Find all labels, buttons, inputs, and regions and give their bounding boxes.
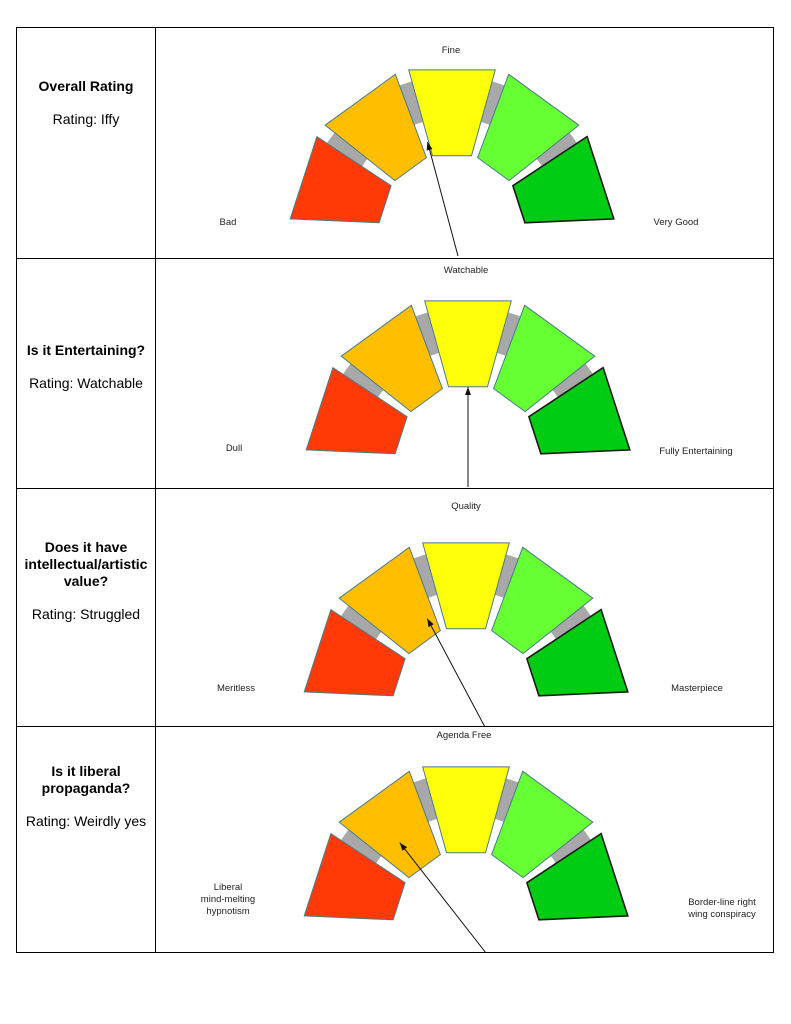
gauge-needle-arrowhead: [399, 842, 408, 851]
segment-light-green: [476, 73, 580, 182]
gauge-left-label: Dull: [226, 443, 242, 454]
segment-yellow: [424, 300, 512, 388]
segment-orange: [338, 546, 442, 655]
gauge-left-label-line: mind-melting: [201, 894, 255, 905]
gauge-right-label: Border-line right wing conspiracy: [687, 897, 756, 920]
gauge-chart: Fine Bad Very Good: [220, 45, 699, 257]
gauge-left-label-line: Bad: [220, 217, 237, 228]
gauge-needle: [427, 141, 459, 257]
segment-yellow: [422, 766, 510, 854]
gauge-chart: Agenda Free Liberal mind-melting hypnotism…: [201, 730, 756, 953]
question-cell: Does it have intellectual/artistic value…: [17, 489, 156, 726]
segment-orange: [324, 73, 428, 182]
segment-orange: [338, 770, 442, 879]
segment-yellow: [408, 69, 496, 157]
gauge-top-label: Watchable: [444, 265, 489, 276]
question-cell: Overall Rating Rating: Iffy: [17, 28, 156, 258]
gauge-left-label-line: Meritless: [217, 683, 255, 694]
gauge-needle-arrowhead: [465, 387, 471, 395]
question-cell: Is it liberal propaganda? Rating: Weirdl…: [17, 727, 156, 952]
segment-light-green: [492, 304, 596, 413]
gauge-cell: Watchable Dull Fully Entertaining: [156, 259, 773, 488]
rating-text: Rating: Iffy: [52, 111, 120, 127]
segment-yellow: [422, 542, 510, 630]
gauge-chart: Quality Meritless Masterpiece: [217, 501, 723, 727]
table-row: Is it Entertaining? Rating: Watchable Wa…: [17, 258, 773, 488]
gauge-top-label: Agenda Free: [437, 730, 492, 741]
gauge-top-label: Quality: [451, 501, 481, 512]
gauge-left-label-line: Dull: [226, 443, 242, 454]
segment-green: [511, 135, 615, 224]
gauge-right-label-line: Very Good: [654, 217, 699, 228]
segment-red: [303, 608, 406, 697]
gauge: [303, 542, 629, 727]
table-row: Is it liberal propaganda? Rating: Weirdl…: [17, 726, 773, 953]
gauge-right-label: Fully Entertaining: [659, 446, 732, 457]
gauge-top-label: Fine: [442, 45, 460, 56]
gauge: [289, 69, 615, 257]
gauge-right-label-line: Border-line right: [688, 897, 756, 908]
gauge-cell: Fine Bad Very Good: [156, 28, 773, 258]
gauge-needle-arrowhead: [427, 618, 434, 628]
rating-table: Overall Rating Rating: Iffy Fine Bad Ver…: [16, 27, 774, 953]
gauge-needle-arrowhead: [426, 142, 433, 151]
gauge-right-label-line: Fully Entertaining: [659, 446, 732, 457]
segment-red: [289, 135, 392, 224]
gauge-right-label: Masterpiece: [671, 683, 723, 694]
question-title: Is it Entertaining?: [26, 342, 146, 358]
gauge-chart: Watchable Dull Fully Entertaining: [226, 265, 733, 487]
gauge-left-label: Bad: [220, 217, 237, 228]
gauge-cell: Quality Meritless Masterpiece: [156, 489, 773, 727]
question-title: Is it liberal propaganda?: [41, 763, 131, 796]
gauge-needle: [426, 618, 486, 727]
table-row: Does it have intellectual/artistic value…: [17, 488, 773, 727]
gauge-left-label: Meritless: [217, 683, 255, 694]
segment-green: [527, 366, 631, 455]
gauge: [303, 766, 629, 953]
question-title: Does it have intellectual/artistic value…: [24, 539, 148, 589]
gauge-left-label-line: hypnotism: [206, 906, 249, 917]
gauge-right-label-line: Masterpiece: [671, 683, 723, 694]
segment-green: [525, 608, 629, 697]
rating-text: Rating: Watchable: [29, 375, 143, 391]
question-cell: Is it Entertaining? Rating: Watchable: [17, 259, 156, 488]
segment-red: [305, 366, 408, 455]
gauge-cell: Agenda Free Liberal mind-melting hypnotism…: [156, 727, 773, 953]
segment-light-green: [490, 770, 594, 879]
segment-red: [303, 832, 406, 921]
segment-light-green: [490, 546, 594, 655]
segment-green: [525, 832, 629, 921]
gauge: [305, 300, 631, 487]
rating-text: Rating: Struggled: [31, 606, 141, 622]
gauge-needle: [399, 842, 487, 953]
table-row: Overall Rating Rating: Iffy Fine Bad Ver…: [17, 28, 773, 258]
gauge-left-label: Liberal mind-melting hypnotism: [201, 882, 255, 917]
rating-text: Rating: Weirdly yes: [25, 813, 147, 829]
segment-orange: [340, 304, 444, 413]
gauge-right-label: Very Good: [654, 217, 699, 228]
question-title: Overall Rating: [38, 78, 134, 94]
gauge-left-label-line: Liberal: [214, 882, 243, 893]
gauge-right-label-line: wing conspiracy: [687, 909, 756, 920]
